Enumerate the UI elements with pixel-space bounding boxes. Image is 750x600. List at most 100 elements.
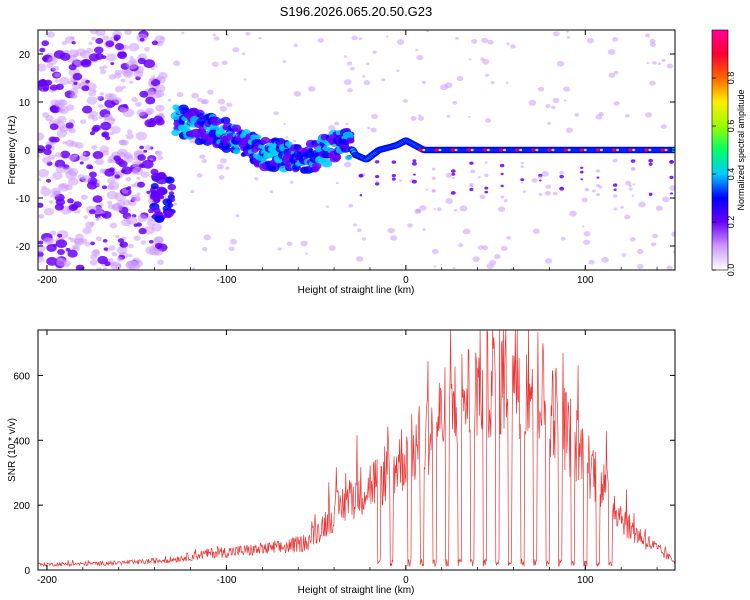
- noise-blob: [357, 228, 362, 232]
- snr-y-tick-label: 0: [24, 566, 30, 577]
- ridge-hotspot: [418, 148, 423, 152]
- noise-blob: [40, 187, 52, 197]
- ridge-hotspot-edge: [664, 148, 668, 152]
- noise-blob: [102, 239, 108, 243]
- noise-blob: [300, 240, 308, 247]
- noise-blob: [563, 99, 567, 102]
- noise-blob: [506, 235, 511, 240]
- noise-blob: [217, 98, 226, 105]
- noise-blob: [91, 36, 97, 41]
- noise-blob: [73, 154, 78, 158]
- ridge-hotspot-edge: [567, 148, 571, 152]
- colorbar-tick-label: 0.0: [726, 264, 736, 277]
- snr-axes: -200 -100 0 100 0 200 400 600: [13, 330, 675, 586]
- noise-blob: [416, 209, 421, 213]
- snr-x-tick-label: 0: [403, 575, 409, 586]
- noise-blob: [613, 207, 618, 211]
- noise-blob: [80, 194, 88, 200]
- striation-blob: [431, 167, 436, 171]
- noise-blob: [277, 247, 282, 251]
- noise-blob: [70, 93, 78, 99]
- noise-blob: [110, 261, 122, 270]
- noise-blob: [158, 71, 168, 80]
- noise-blob: [43, 148, 52, 156]
- striation-blob: [431, 188, 437, 193]
- noise-blob: [56, 258, 67, 267]
- noise-blob: [100, 121, 112, 131]
- noise-blob: [243, 78, 247, 81]
- noise-blob: [472, 256, 480, 262]
- noise-blob: [422, 228, 426, 231]
- striation-blob: [413, 173, 416, 176]
- spectrogram-x-tick-label: -200: [37, 275, 57, 286]
- noise-blob: [431, 248, 439, 255]
- noise-blob: [80, 50, 91, 59]
- noise-blob: [47, 237, 55, 244]
- ridge-hotspot: [531, 148, 536, 152]
- striation-blob: [451, 176, 455, 180]
- noise-blob: [479, 194, 486, 200]
- ridge-hotspot-edge: [583, 148, 587, 152]
- noise-blob: [104, 99, 116, 108]
- noise-blob: [89, 259, 98, 266]
- noise-blob: [55, 165, 66, 174]
- noise-blob: [43, 207, 55, 216]
- noise-blob: [372, 50, 377, 54]
- colorbar-tick-label: 0.6: [726, 120, 736, 133]
- noise-blob: [81, 175, 91, 183]
- noise-blob: [46, 178, 52, 183]
- noise-blob: [137, 181, 146, 188]
- low-freq-cluster-blob: [168, 191, 175, 196]
- noise-blob: [581, 197, 588, 203]
- noise-blob: [308, 86, 316, 92]
- noise-blob: [60, 150, 71, 159]
- noise-blob: [88, 41, 93, 45]
- noise-blob: [57, 248, 65, 256]
- noise-blob: [127, 186, 132, 190]
- noise-blob: [49, 123, 59, 131]
- noise-blob: [552, 191, 558, 196]
- noise-blob: [583, 239, 591, 245]
- noise-blob: [655, 205, 663, 211]
- noise-blob: [458, 243, 464, 248]
- striation-blob: [612, 194, 618, 198]
- ridge-hotspot: [628, 148, 633, 152]
- striation-blob: [538, 175, 543, 179]
- striation-blob: [580, 166, 584, 169]
- striation-blob: [500, 172, 504, 176]
- noise-blob: [79, 161, 84, 165]
- noise-blob: [361, 237, 367, 241]
- striation-blob: [431, 176, 436, 180]
- noise-blob: [81, 85, 90, 92]
- ridge-blob: [171, 129, 181, 137]
- noise-blob: [587, 37, 595, 44]
- noise-blob: [88, 171, 97, 178]
- striation-blob: [520, 161, 524, 165]
- noise-blob: [201, 98, 209, 105]
- noise-blob: [137, 57, 146, 65]
- low-freq-cluster-blob: [153, 197, 161, 203]
- noise-blob: [97, 216, 102, 220]
- noise-blob: [652, 61, 657, 65]
- noise-blob: [410, 116, 417, 121]
- spectrogram-x-tick-label: 0: [403, 275, 409, 286]
- ridge-hotspot: [434, 148, 439, 152]
- noise-blob: [149, 77, 154, 82]
- striation-blob: [375, 174, 380, 179]
- noise-blob: [282, 60, 287, 63]
- noise-blob: [108, 167, 115, 173]
- noise-blob: [128, 43, 140, 52]
- low-freq-cluster-blob: [150, 168, 159, 175]
- noise-blob: [101, 213, 107, 218]
- noise-blob: [433, 265, 437, 268]
- chart-title: S196.2026.065.20.50.G23: [280, 4, 433, 19]
- noise-blob: [196, 97, 203, 102]
- colorbar-tick-label: 0.4: [726, 168, 736, 181]
- noise-blob: [425, 188, 429, 191]
- noise-blob: [110, 125, 121, 134]
- noise-blob: [358, 37, 363, 41]
- noise-blob: [219, 158, 227, 164]
- striation-blob: [538, 179, 542, 182]
